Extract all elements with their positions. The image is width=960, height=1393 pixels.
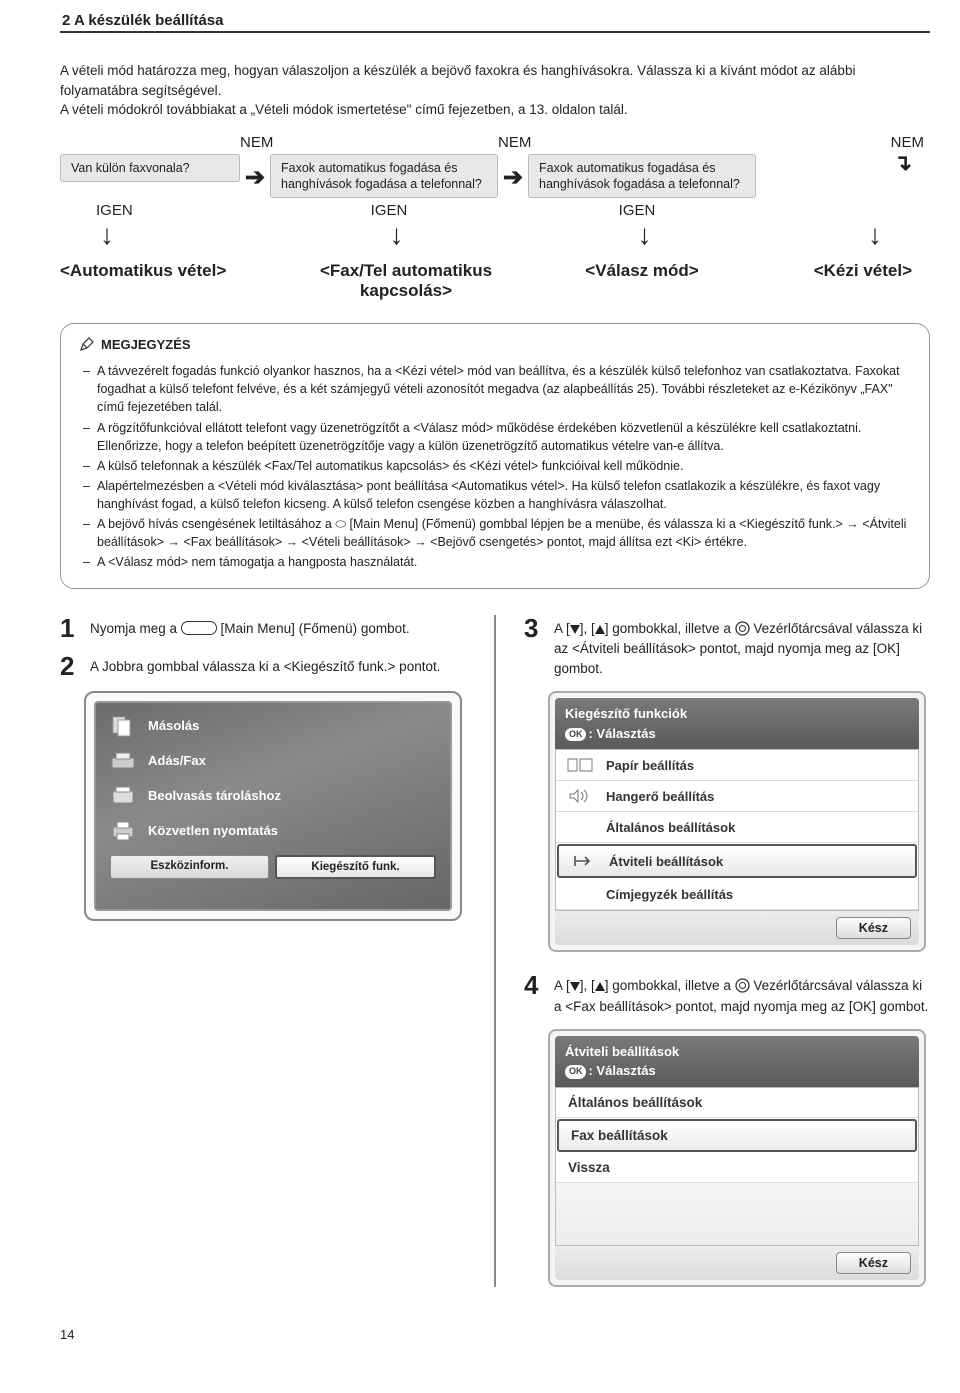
arrow-down-icon: ↓ xyxy=(498,221,756,249)
flow-result-2: <Fax/Tel automatikus kapcsolás> xyxy=(270,261,542,301)
menu-item-fax[interactable]: Adás/Fax xyxy=(110,750,436,772)
note-item: A távvezérelt fogadás funkció olyankor h… xyxy=(83,362,911,416)
intro-text: A vételi mód határozza meg, hogyan válas… xyxy=(60,61,930,120)
ok-badge-icon: OK xyxy=(565,1065,587,1079)
intro-p2: A vételi módokról továbbiakat a „Vételi … xyxy=(60,100,930,120)
step-number: 3 xyxy=(524,615,554,680)
nem-3: NEM xyxy=(756,134,930,151)
list-item-transmit[interactable]: Átviteli beállítások xyxy=(557,844,917,878)
triangle-up-icon xyxy=(595,982,605,991)
triangle-down-icon xyxy=(570,982,580,991)
intro-p1: A vételi mód határozza meg, hogyan válas… xyxy=(60,61,930,100)
arrow-down-icon: ↓ xyxy=(240,221,498,249)
ok-badge-icon: OK xyxy=(565,728,587,742)
copy-icon xyxy=(110,715,136,737)
arrow-right-icon: ➔ xyxy=(240,154,270,190)
device-screen-main-menu: Másolás Adás/Fax Beolvasás tároláshoz Kö… xyxy=(84,691,462,921)
arrow-right-icon: ➔ xyxy=(498,154,528,190)
list-item-fax-settings[interactable]: Fax beállítások xyxy=(557,1119,917,1152)
list-item-general-settings[interactable]: Általános beállítások xyxy=(556,1088,918,1118)
column-divider xyxy=(494,615,496,1287)
arrow-down-icon: ↓ xyxy=(756,221,896,249)
note-item: A <Válasz mód> nem támogatja a hangposta… xyxy=(83,553,911,571)
list-item-volume[interactable]: Hangerő beállítás xyxy=(556,781,918,812)
triangle-down-icon xyxy=(570,625,580,634)
pencil-icon xyxy=(79,336,95,352)
igen-2: IGEN xyxy=(240,202,498,219)
note-item: A bejövő hívás csengésének letiltásához … xyxy=(83,515,911,551)
print-icon xyxy=(110,820,136,842)
list-item-back[interactable]: Vissza xyxy=(556,1153,918,1183)
step-number: 2 xyxy=(60,653,90,679)
wheel-icon xyxy=(735,978,750,993)
list-item-paper[interactable]: Papír beállítás xyxy=(556,750,918,781)
flow-result-3: <Válasz mód> xyxy=(542,261,742,301)
select-arrow-icon xyxy=(567,852,599,870)
device-screen-transmit-settings: Átviteli beállítások OK: Választás Által… xyxy=(548,1029,926,1287)
nem-2: NEM xyxy=(498,134,528,151)
step-3: 3 A [], [] gombokkal, illetve a Vezérlő­… xyxy=(524,615,930,680)
note-box: MEGJEGYZÉS A távvezérelt fogadás funkció… xyxy=(60,323,930,588)
done-button[interactable]: Kész xyxy=(836,1252,911,1274)
flowchart: Van külön faxvonala? NEM ➔ Faxok automat… xyxy=(60,134,930,302)
arrow-right-down-icon: ↴ xyxy=(756,151,930,175)
blank-area xyxy=(556,1183,918,1245)
done-button[interactable]: Kész xyxy=(836,917,911,939)
step-number: 4 xyxy=(524,972,554,1017)
step-number: 1 xyxy=(60,615,90,641)
note-item: A rögzítőfunkcióval ellátott telefont va… xyxy=(83,419,911,455)
flow-result-4: <Kézi vétel> xyxy=(742,261,912,301)
steps-columns: 1 Nyomja meg a [Main Menu] (Főmenü) gomb… xyxy=(60,615,930,1287)
step-2: 2 A Jobbra gombbal válassza ki a <Kiegés… xyxy=(60,653,466,679)
wheel-icon xyxy=(735,621,750,636)
list-item-addressbook[interactable]: Címjegyzék beállítás xyxy=(556,879,918,910)
note-item: Alapértelmezésben a <Vételi mód kiválasz… xyxy=(83,477,911,513)
note-title: MEGJEGYZÉS xyxy=(101,337,191,352)
note-list: A távvezérelt fogadás funkció olyankor h… xyxy=(79,362,911,571)
igen-1: IGEN xyxy=(60,202,240,219)
fax-icon xyxy=(110,750,136,772)
triangle-up-icon xyxy=(595,625,605,634)
menu-item-scan[interactable]: Beolvasás tároláshoz xyxy=(110,785,436,807)
note-item: A külső telefonnak a készülék <Fax/Tel a… xyxy=(83,457,911,475)
menu-item-copy[interactable]: Másolás xyxy=(110,715,436,737)
paper-icon xyxy=(564,756,596,774)
menu-item-print[interactable]: Közvetlen nyomtatás xyxy=(110,820,436,842)
step-4: 4 A [], [] gombokkal, illetve a Vezérlőt… xyxy=(524,972,930,1017)
addon-func-button[interactable]: Kiegészítő funk. xyxy=(275,855,436,879)
page-number: 14 xyxy=(60,1327,930,1342)
dev3-title: Átviteli beállítások xyxy=(565,1042,909,1062)
volume-icon xyxy=(564,787,596,805)
list-item-general[interactable]: Általános beállítások xyxy=(556,812,918,843)
page-header: 2 A készülék beállítása xyxy=(60,12,930,33)
dev2-title: Kiegészítő funkciók xyxy=(565,704,909,724)
pill-button-icon xyxy=(181,621,217,635)
flow-q3: Faxok automatikus fogadása és hanghíváso… xyxy=(528,154,756,199)
device-info-button[interactable]: Eszközinform. xyxy=(110,855,269,879)
device-screen-addon-functions: Kiegészítő funkciók OK: Választás Papír … xyxy=(548,691,926,952)
flow-q2: Faxok automatikus fogadása és hanghíváso… xyxy=(270,154,498,199)
step-1: 1 Nyomja meg a [Main Menu] (Főmenü) gomb… xyxy=(60,615,466,641)
flow-result-1: <Automatikus vétel> xyxy=(60,261,270,301)
nem-1: NEM xyxy=(240,134,270,151)
flow-q1: Van külön faxvonala? xyxy=(60,154,240,182)
arrow-down-icon: ↓ xyxy=(60,221,240,249)
igen-3: IGEN xyxy=(498,202,756,219)
scan-icon xyxy=(110,785,136,807)
header-title: 2 A készülék beállítása xyxy=(62,12,223,29)
